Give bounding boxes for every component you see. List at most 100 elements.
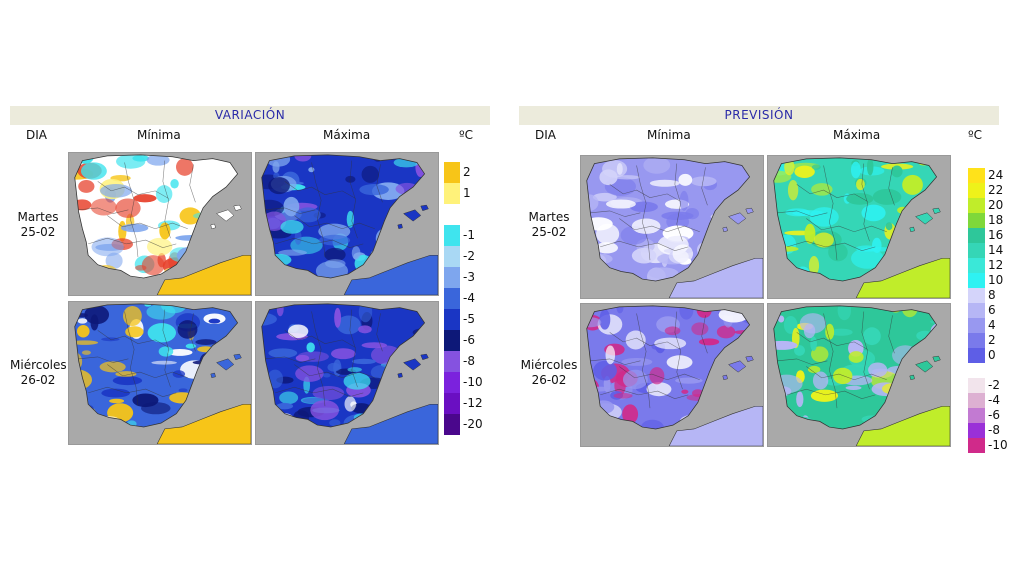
- province-border: [636, 313, 651, 409]
- minima-header: Mínima: [647, 128, 691, 142]
- value-patch: [146, 304, 176, 320]
- legend-swatch: [968, 333, 985, 348]
- value-patch: [695, 258, 706, 266]
- value-patch: [872, 237, 882, 254]
- province-border: [376, 313, 383, 352]
- legend-label: -10: [988, 438, 1008, 452]
- value-patch: [331, 348, 356, 360]
- day-name: Miércoles: [10, 358, 67, 372]
- value-patch: [716, 208, 730, 213]
- map-graphic: [586, 305, 763, 446]
- value-patch: [420, 199, 425, 206]
- province-border: [189, 164, 196, 203]
- balearic-island: [403, 358, 422, 371]
- balearic-island: [932, 207, 941, 215]
- value-patch: [773, 386, 792, 397]
- legend-swatch: [968, 243, 985, 258]
- legend-swatch: [968, 393, 985, 408]
- value-patch: [414, 237, 422, 256]
- legend-label: -2: [463, 249, 475, 263]
- legend-label: -1: [463, 228, 475, 242]
- value-patch: [646, 382, 672, 397]
- value-patch: [738, 187, 746, 208]
- value-patch: [586, 378, 600, 399]
- value-patch: [192, 360, 217, 365]
- balearic-island: [915, 360, 934, 373]
- value-patch: [837, 305, 852, 321]
- province-border: [162, 309, 171, 388]
- coastline: [261, 303, 426, 428]
- province-border: [777, 358, 828, 365]
- value-patch: [599, 169, 618, 186]
- legend-swatch: [444, 267, 460, 288]
- value-patch: [351, 358, 377, 365]
- legend-label: -5: [463, 312, 475, 326]
- value-patch: [622, 369, 648, 390]
- dia-header: DIA: [535, 128, 556, 142]
- dia-header: DIA: [26, 128, 47, 142]
- value-patch: [77, 318, 88, 324]
- value-patch: [889, 391, 910, 403]
- map-graphic: [586, 157, 763, 298]
- coastline: [773, 305, 938, 430]
- value-patch: [804, 223, 816, 244]
- value-patch: [784, 416, 817, 429]
- province-border: [590, 358, 641, 365]
- balearic-island: [909, 374, 915, 381]
- value-patch: [159, 222, 171, 240]
- province-border: [78, 356, 129, 363]
- value-patch: [261, 258, 276, 276]
- value-patch: [90, 198, 117, 216]
- value-patch: [199, 352, 216, 371]
- legend-swatch: [444, 372, 460, 393]
- value-patch: [629, 201, 658, 213]
- maxima-header: Máxima: [833, 128, 881, 142]
- value-patch: [850, 161, 861, 179]
- balearic-island: [722, 226, 728, 233]
- value-patch: [586, 401, 595, 410]
- legend-label: 14: [988, 243, 1004, 257]
- legend-label: 4: [988, 318, 996, 332]
- value-patch: [716, 325, 736, 339]
- value-patch: [808, 255, 820, 276]
- value-patch: [799, 313, 827, 334]
- legend-swatch: [968, 438, 985, 453]
- value-patch: [276, 303, 284, 317]
- province-border: [107, 364, 188, 379]
- value-patch: [846, 193, 874, 205]
- value-patch: [115, 198, 141, 218]
- value-patch: [325, 259, 346, 269]
- province-border: [590, 210, 641, 217]
- value-patch: [115, 371, 137, 377]
- value-patch: [681, 389, 689, 394]
- value-patch: [105, 252, 123, 270]
- value-patch: [294, 230, 302, 245]
- value-patch: [717, 231, 729, 252]
- value-patch: [863, 327, 881, 346]
- legend-label: -4: [988, 393, 1000, 407]
- day-date: 25-02: [531, 225, 567, 239]
- value-patch: [167, 269, 188, 274]
- province-border: [162, 160, 171, 239]
- value-patch: [737, 236, 750, 253]
- value-patch: [773, 340, 798, 350]
- value-patch: [272, 412, 294, 423]
- value-patch: [401, 245, 423, 256]
- value-patch: [807, 365, 821, 374]
- balearic-island: [210, 223, 216, 230]
- balearic-island: [233, 353, 242, 361]
- value-patch: [168, 419, 177, 427]
- variacion-panel: VARIACIÓN DIA Mínima Máxima ºC Martes 25…: [10, 106, 490, 456]
- value-patch: [794, 165, 815, 178]
- value-patch: [377, 262, 392, 267]
- value-patch: [631, 247, 657, 264]
- value-patch: [879, 264, 910, 270]
- legend-swatch: [968, 348, 985, 363]
- coastline: [261, 154, 426, 279]
- legend-label: -10: [463, 375, 483, 389]
- value-patch: [192, 387, 202, 400]
- variacion-title: VARIACIÓN: [10, 106, 490, 125]
- value-patch: [784, 159, 795, 176]
- value-patch: [134, 264, 147, 271]
- value-patch: [697, 242, 710, 257]
